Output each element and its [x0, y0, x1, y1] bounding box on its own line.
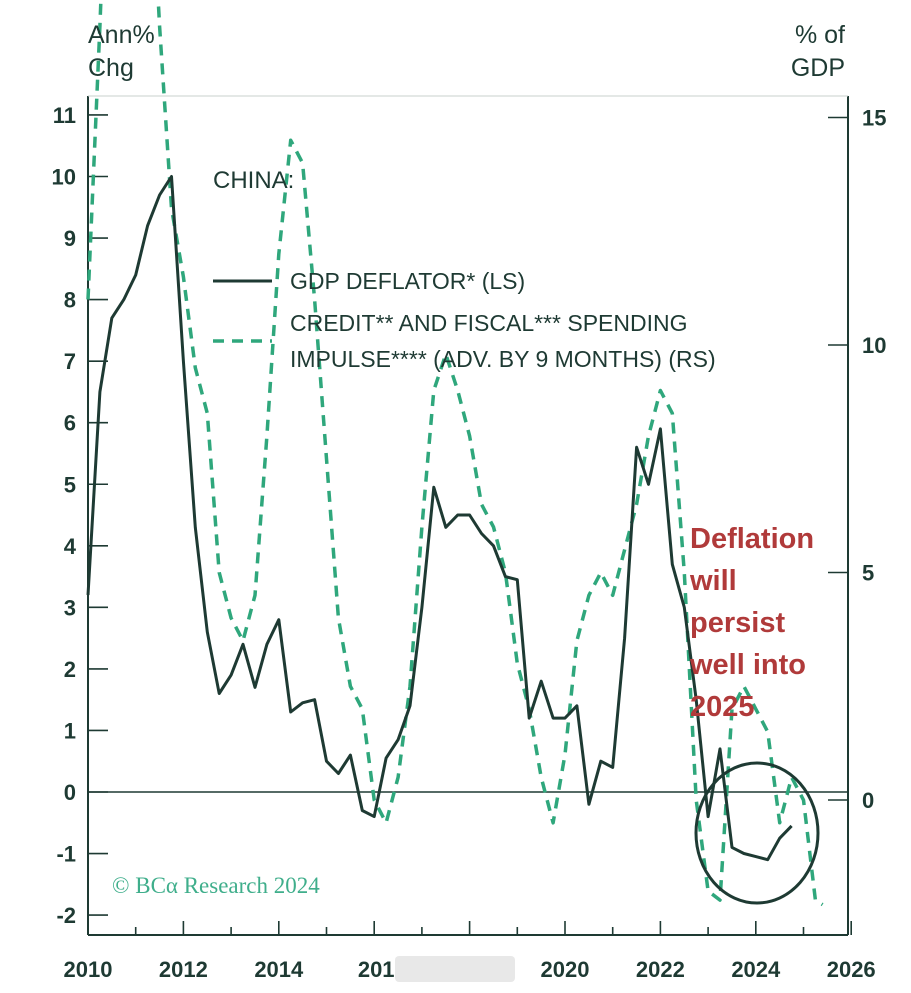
left-tick-label: 1	[64, 718, 76, 743]
left-tick-label: 4	[64, 534, 77, 559]
highlight-circle	[694, 761, 820, 905]
chart-texts: 11109876543210-1-2302520151050-520102012…	[52, 21, 887, 982]
annotation-deflation-line: 2025	[690, 691, 755, 723]
x-tick-label: 2010	[64, 957, 113, 982]
x-tick-label: 201	[358, 957, 395, 982]
x-tick-label: 2014	[254, 957, 304, 982]
right-tick-label: 10	[862, 333, 886, 358]
x-tick-label: 2024	[731, 957, 781, 982]
left-tick-label: 11	[53, 103, 76, 128]
credit-text: © BCα Research 2024	[112, 873, 320, 898]
x-tick-label: 2022	[636, 957, 685, 982]
legend-label-gdp-deflator: GDP DEFLATOR* (LS)	[290, 268, 525, 294]
series-line-gdp-deflator	[86, 175, 793, 862]
left-tick-label: 5	[64, 472, 76, 497]
left-tick-label: -1	[56, 842, 76, 867]
left-tick-label: 0	[64, 780, 76, 805]
right-tick-label: 15	[862, 106, 886, 131]
right-tick-label: 0	[862, 788, 874, 813]
annotation-deflation-line: Deflation	[690, 523, 814, 555]
annotation-deflation-line: persist	[690, 607, 785, 639]
left-tick-label: 7	[64, 349, 76, 374]
series-line-credit-impulse	[86, 0, 824, 907]
left-tick-label: 9	[64, 226, 76, 251]
chart-title: CHINA:	[213, 167, 294, 194]
annotation-deflation-line: well into	[689, 649, 806, 681]
watermark-overlay	[395, 956, 515, 982]
x-tick-label: 2020	[541, 957, 590, 982]
left-axis-label-line1: Ann%	[88, 21, 155, 49]
left-tick-label: 6	[64, 411, 76, 436]
x-tick-label: 2026	[827, 957, 876, 982]
left-tick-label: 8	[64, 288, 76, 313]
axes	[87, 95, 853, 982]
x-tick-label: 2012	[159, 957, 208, 982]
left-axis-label-line2: Chg	[88, 54, 134, 82]
left-tick-label: 2	[64, 657, 76, 682]
annotation-deflation-line: will	[689, 565, 737, 597]
legend-label-credit-impulse-line1: CREDIT** AND FISCAL*** SPENDING	[290, 310, 687, 336]
left-tick-label: -2	[56, 903, 76, 928]
left-tick-label: 10	[52, 165, 76, 190]
left-tick-label: 3	[64, 595, 76, 620]
series-lines	[86, 0, 824, 907]
legend-label-credit-impulse-line2: IMPULSE**** (ADV. BY 9 MONTHS) (RS)	[290, 346, 716, 372]
right-tick-label: 5	[862, 561, 874, 586]
right-axis-label-line2: GDP	[791, 54, 845, 82]
right-axis-label-line1: % of	[795, 21, 845, 49]
